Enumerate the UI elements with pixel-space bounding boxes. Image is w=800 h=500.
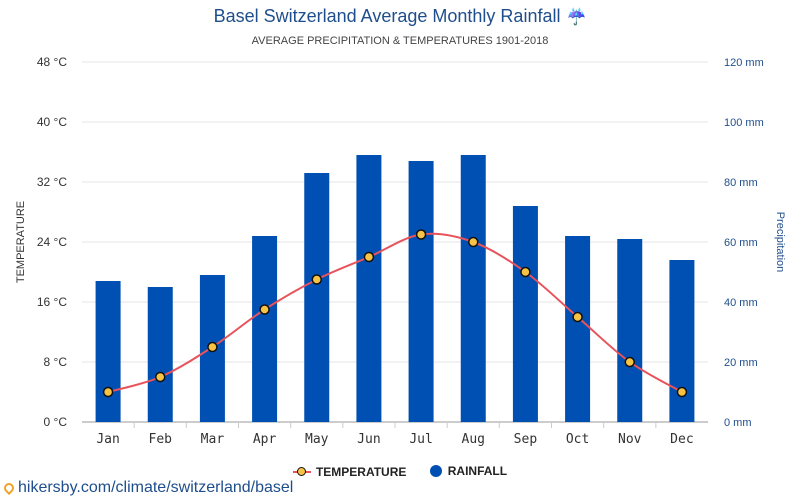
x-tick-label: Mar (201, 432, 225, 447)
temperature-point[interactable] (259, 304, 270, 315)
left-tick-label: 48 °C (37, 55, 67, 69)
x-tick-label: May (305, 432, 329, 447)
temperature-line-path (107, 232, 683, 393)
temperature-point[interactable] (155, 371, 166, 383)
rainfall-bar[interactable] (95, 281, 121, 422)
temperature-point[interactable] (468, 236, 479, 248)
temperature-point[interactable] (520, 266, 531, 278)
umbrella-rain-icon: ☔ (566, 9, 587, 26)
legend-rainfall-label: RAINFALL (447, 464, 508, 478)
legend-item-rainfall[interactable]: RAINFALL (429, 464, 508, 478)
temperature-point[interactable] (207, 341, 218, 353)
source-link[interactable]: hikersby.com/climate/switzerland/basel (1, 479, 294, 497)
location-pin-icon (1, 480, 17, 496)
line-marker-icon (292, 467, 311, 477)
left-tick-label: 16 °C (37, 295, 67, 309)
x-tick-label: Jan (96, 432, 119, 447)
temperature-point[interactable] (624, 356, 635, 368)
left-tick-label: 24 °C (37, 235, 67, 249)
chart-title-text: Basel Switzerland Average Monthly Rainfa… (213, 6, 561, 26)
x-tick-label: Sep (514, 432, 538, 447)
circle-icon (429, 465, 442, 477)
grid-lines (82, 61, 708, 423)
rainfall-bar[interactable] (460, 155, 486, 422)
rainfall-bars (95, 155, 695, 422)
left-tick-label: 32 °C (37, 175, 67, 189)
right-axis-label: Precipitation (774, 212, 786, 273)
left-axis-ticks: 0 °C 8 °C 16 °C 24 °C 32 °C 40 °C 48 °C (37, 55, 67, 429)
x-tick-label: Aug (462, 432, 485, 447)
right-axis-ticks: 0 mm 20 mm 40 mm 60 mm 80 mm 100 mm 120 mm (724, 57, 764, 429)
left-tick-label: 8 °C (44, 355, 68, 369)
temperature-point[interactable] (415, 229, 427, 240)
rainfall-bar[interactable] (617, 239, 643, 422)
temperature-point[interactable] (311, 274, 322, 285)
x-tick-label: Jul (409, 432, 432, 447)
right-tick-label: 40 mm (724, 297, 758, 309)
rainfall-bar[interactable] (669, 260, 695, 422)
rainfall-bar[interactable] (252, 236, 278, 422)
right-tick-label: 0 mm (724, 417, 752, 429)
left-tick-label: 40 °C (37, 115, 67, 129)
rainfall-bar[interactable] (512, 206, 538, 422)
rainfall-bar[interactable] (304, 173, 330, 422)
chart-title: Basel Switzerland Average Monthly Rainfa… (0, 6, 800, 27)
rainfall-bar[interactable] (408, 161, 434, 422)
x-tick-label: Jun (357, 432, 380, 447)
right-tick-label: 60 mm (724, 237, 758, 249)
rainfall-bar[interactable] (147, 287, 173, 422)
rainfall-bar[interactable] (356, 155, 382, 422)
right-tick-label: 120 mm (724, 57, 764, 69)
legend-item-temperature[interactable]: TEMPERATURE (292, 465, 407, 479)
source-link-text[interactable]: hikersby.com/climate/switzerland/basel (18, 479, 294, 496)
temperature-line (102, 229, 688, 398)
x-tick-label: Apr (253, 432, 277, 447)
left-axis-label: TEMPERATURE (15, 201, 27, 283)
x-tick-label: Feb (149, 432, 173, 447)
x-tick-label: Dec (670, 432, 693, 447)
temperature-point[interactable] (572, 311, 583, 323)
right-tick-label: 20 mm (724, 357, 758, 369)
chart-subtitle: AVERAGE PRECIPITATION & TEMPERATURES 190… (251, 35, 549, 47)
temperature-point[interactable] (102, 386, 114, 398)
chart-legend: TEMPERATURE RAINFALL (0, 464, 800, 480)
rainfall-bar[interactable] (565, 236, 591, 422)
temperature-point[interactable] (363, 251, 375, 263)
right-tick-label: 80 mm (724, 177, 758, 189)
x-tick-label: Nov (618, 432, 642, 447)
left-tick-label: 0 °C (44, 415, 68, 429)
x-tick-label: Oct (566, 432, 589, 447)
right-tick-label: 100 mm (724, 117, 764, 129)
legend-temperature-label: TEMPERATURE (315, 465, 407, 479)
month-labels: Jan Feb Mar Apr May Jun Jul Aug Sep Oct Nov Dec (96, 422, 694, 447)
temperature-point[interactable] (676, 386, 688, 398)
